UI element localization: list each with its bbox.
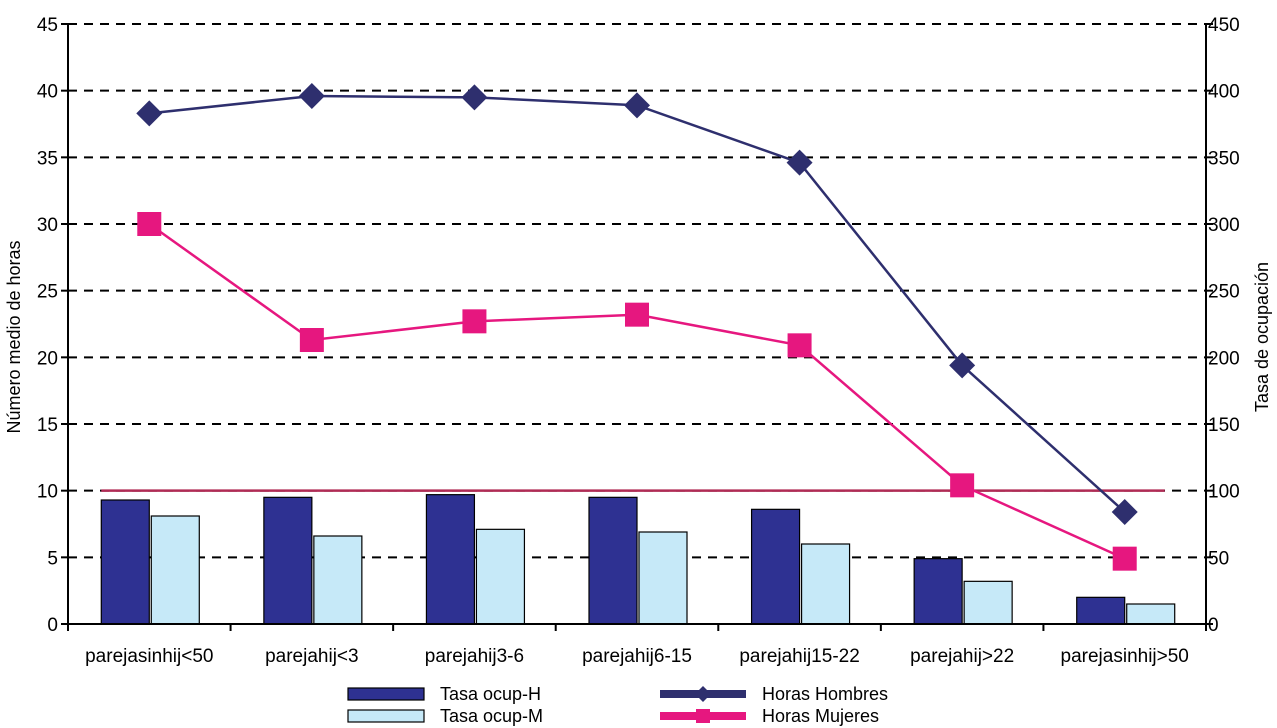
- point-horas-hombres: [136, 100, 163, 127]
- point-horas-mujeres: [137, 212, 162, 236]
- y-tick-label: 30: [37, 215, 58, 236]
- bar-tasa-ocup-m: [150, 515, 200, 625]
- x-category-label: parejahij<3: [265, 646, 359, 667]
- y-tick-label: 25: [37, 282, 58, 303]
- y2-tick-label: 200: [1208, 348, 1240, 369]
- y-tick-label: 35: [37, 148, 58, 169]
- y-axis-title: Número medio de horas: [4, 240, 24, 433]
- left-axis-ticks: 0 5 10 15 20 25 30 35 40 45: [37, 15, 68, 636]
- x-category-label: parejahij>22: [910, 646, 1014, 667]
- point-horas-mujeres: [625, 302, 649, 327]
- y-tick-label: 10: [37, 482, 58, 503]
- legend-marker-square: [696, 709, 710, 723]
- lines: [136, 83, 1138, 571]
- y-tick-label: 5: [47, 548, 58, 569]
- legend-label: Tasa ocup-M: [440, 706, 543, 726]
- y2-tick-label: 300: [1208, 215, 1240, 236]
- point-horas-hombres: [949, 352, 976, 379]
- y2-tick-label: 250: [1208, 282, 1240, 303]
- x-category-label: parejahij3-6: [425, 646, 524, 667]
- y2-tick-label: 100: [1208, 482, 1240, 503]
- bar-tasa-ocup-m: [800, 543, 851, 625]
- y2-tick-label: 0: [1208, 615, 1219, 636]
- point-horas-mujeres: [1112, 546, 1137, 571]
- y-tick-label: 15: [37, 415, 58, 436]
- y2-axis-title: Tasa de ocupación: [1252, 262, 1272, 412]
- bar-tasa-ocup-m: [1126, 603, 1176, 625]
- legend-marker-diamond: [695, 686, 711, 702]
- legend-label: Horas Mujeres: [762, 706, 879, 726]
- bar-tasa-ocup-m: [313, 535, 363, 625]
- y2-tick-label: 350: [1208, 148, 1240, 169]
- bar-tasa-ocup-h: [263, 496, 313, 625]
- legend-swatch-tasa-ocup-m: [347, 709, 425, 723]
- point-horas-hombres: [786, 149, 813, 176]
- bar-tasa-ocup-h: [100, 499, 150, 625]
- y2-tick-label: 50: [1208, 548, 1229, 569]
- axes: [67, 24, 1207, 631]
- x-category-label: parejahij6-15: [582, 646, 692, 667]
- point-horas-mujeres: [950, 473, 975, 498]
- point-horas-hombres: [298, 83, 325, 109]
- bar-tasa-ocup-h: [588, 496, 638, 625]
- y-tick-label: 20: [37, 348, 58, 369]
- bar-tasa-ocup-h: [913, 558, 963, 625]
- y2-tick-label: 150: [1208, 415, 1240, 436]
- y2-tick-label: 450: [1208, 15, 1240, 36]
- bar-tasa-ocup-m: [963, 580, 1013, 625]
- point-horas-mujeres: [299, 328, 324, 352]
- legend-swatch-tasa-ocup-h: [347, 687, 425, 701]
- y2-tick-label: 400: [1208, 82, 1240, 103]
- point-horas-mujeres: [787, 333, 812, 358]
- x-category-label: parejasinhij<50: [85, 646, 213, 667]
- point-horas-hombres: [1111, 499, 1138, 525]
- x-category-label: parejasinhij>50: [1061, 646, 1189, 667]
- x-category-label: parejahij15-22: [739, 646, 859, 667]
- point-horas-mujeres: [462, 309, 487, 334]
- legend-label: Horas Hombres: [762, 684, 888, 704]
- bar-tasa-ocup-m: [638, 531, 688, 625]
- point-horas-hombres: [461, 84, 488, 111]
- y-tick-label: 45: [37, 15, 58, 36]
- bar-tasa-ocup-m: [475, 528, 526, 625]
- y-tick-label: 40: [37, 82, 58, 103]
- bar-tasa-ocup-h: [425, 494, 476, 625]
- bar-tasa-ocup-h: [750, 508, 801, 625]
- bars: [100, 494, 1176, 625]
- y-tick-label: 0: [47, 615, 58, 636]
- legend-label: Tasa ocup-H: [440, 684, 541, 704]
- point-horas-hombres: [624, 92, 650, 119]
- bar-tasa-ocup-h: [1076, 596, 1126, 625]
- category-labels: parejasinhij<50 parejahij<3 parejahij3-6 pa…: [85, 646, 1189, 667]
- right-axis-ticks: 0 50 100 150 200 250 300 350 400 450: [1206, 15, 1240, 636]
